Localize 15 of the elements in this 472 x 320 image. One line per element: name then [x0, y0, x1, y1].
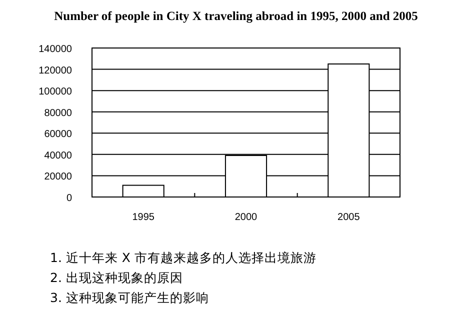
y-tick-label: 120000 — [38, 65, 72, 76]
title: Number of people in City X traveling abroad in 1995, 2000 and 2005 — [54, 9, 418, 23]
y-tick-label: 0 — [66, 193, 72, 204]
x-tick-label: 1995 — [132, 212, 155, 223]
y-tick-label: 20000 — [44, 172, 72, 183]
text: 2. 出现这种现象的原因 — [50, 270, 183, 285]
x-tick-label: 2000 — [234, 212, 258, 223]
text: 1. 近十年来 X 市有越来越多的人选择出境旅游 — [50, 250, 316, 265]
x-tick-label: 2005 — [338, 212, 360, 223]
y-tick-label: 80000 — [44, 108, 72, 119]
y-tick-label: 100000 — [38, 86, 72, 98]
y-tick-label: 60000 — [44, 129, 72, 140]
text: 3. 这种现象可能产生的影响 — [50, 290, 209, 305]
y-tick-label: 40000 — [44, 150, 72, 162]
y-tick-label: 140000 — [38, 44, 72, 55]
